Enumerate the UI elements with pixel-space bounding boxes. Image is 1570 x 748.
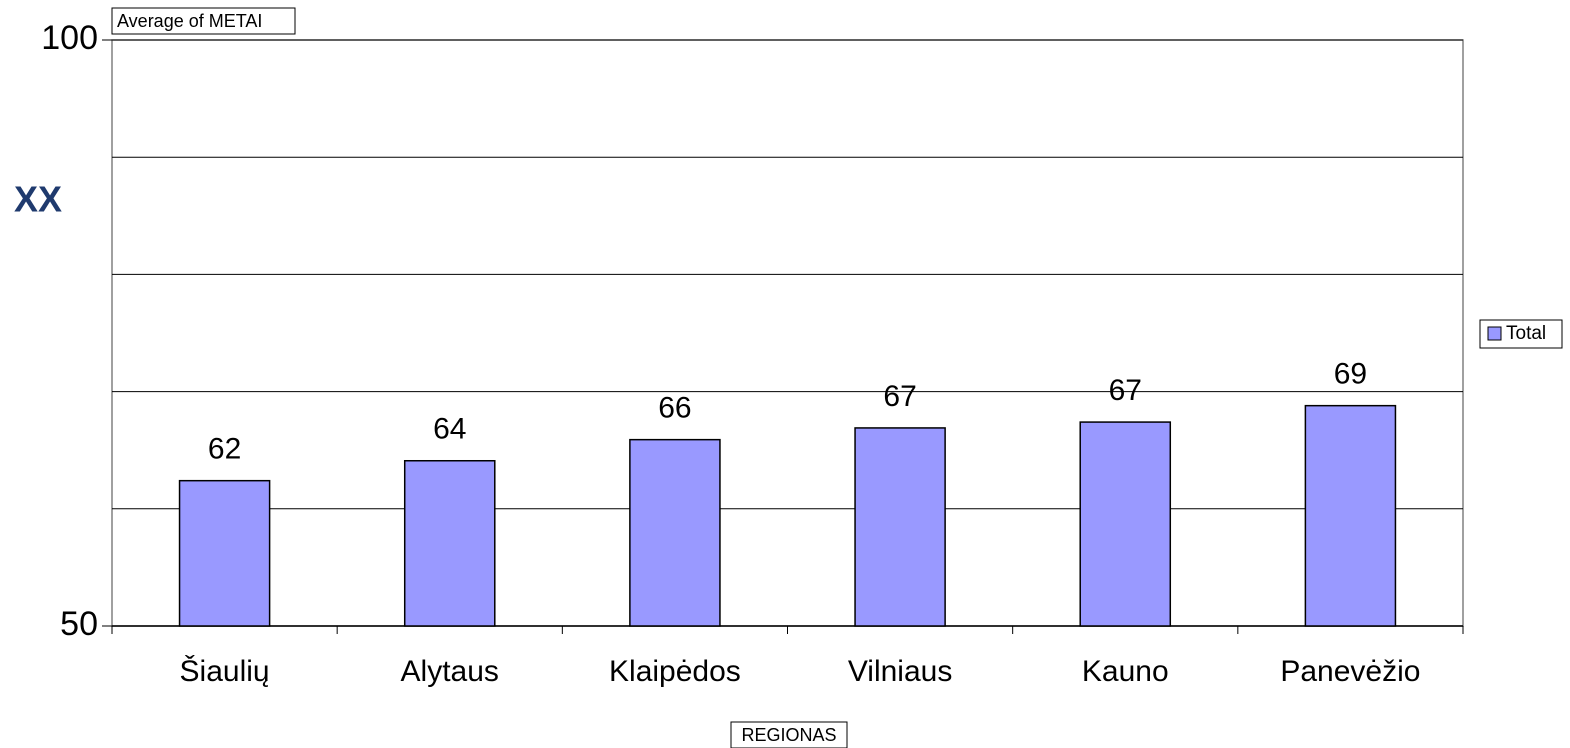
- x-tick-label: Panevėžio: [1280, 655, 1420, 688]
- x-tick-label: Alytaus: [401, 655, 499, 688]
- data-label: 64: [433, 413, 466, 446]
- legend-label: Total: [1506, 323, 1546, 344]
- x-tick-label: Šiaulių: [180, 654, 270, 688]
- bar: [629, 438, 721, 627]
- x-axis-label: REGIONAS: [741, 725, 836, 745]
- field-label: Average of METAI: [117, 11, 262, 31]
- data-label: 67: [883, 380, 916, 413]
- data-label: 67: [1109, 374, 1142, 407]
- x-tick-label: Kauno: [1082, 655, 1169, 688]
- y-tick-label: 50: [60, 605, 98, 643]
- data-label: 62: [208, 433, 241, 466]
- chart-title: XX: [14, 179, 62, 220]
- bar: [1079, 421, 1172, 627]
- bar: [178, 479, 271, 627]
- bar: [1304, 404, 1397, 627]
- bar: [854, 427, 946, 627]
- bar: [403, 459, 496, 627]
- x-tick-label: Vilniaus: [848, 655, 953, 688]
- data-label: 69: [1334, 358, 1367, 391]
- legend-swatch: [1487, 326, 1502, 341]
- plot-frame: [111, 39, 1464, 627]
- data-label: 66: [658, 392, 691, 425]
- y-tick-label: 100: [41, 19, 98, 57]
- field-box: [111, 7, 296, 35]
- x-label-box: [730, 721, 848, 748]
- x-tick-label: Klaipėdos: [609, 655, 741, 688]
